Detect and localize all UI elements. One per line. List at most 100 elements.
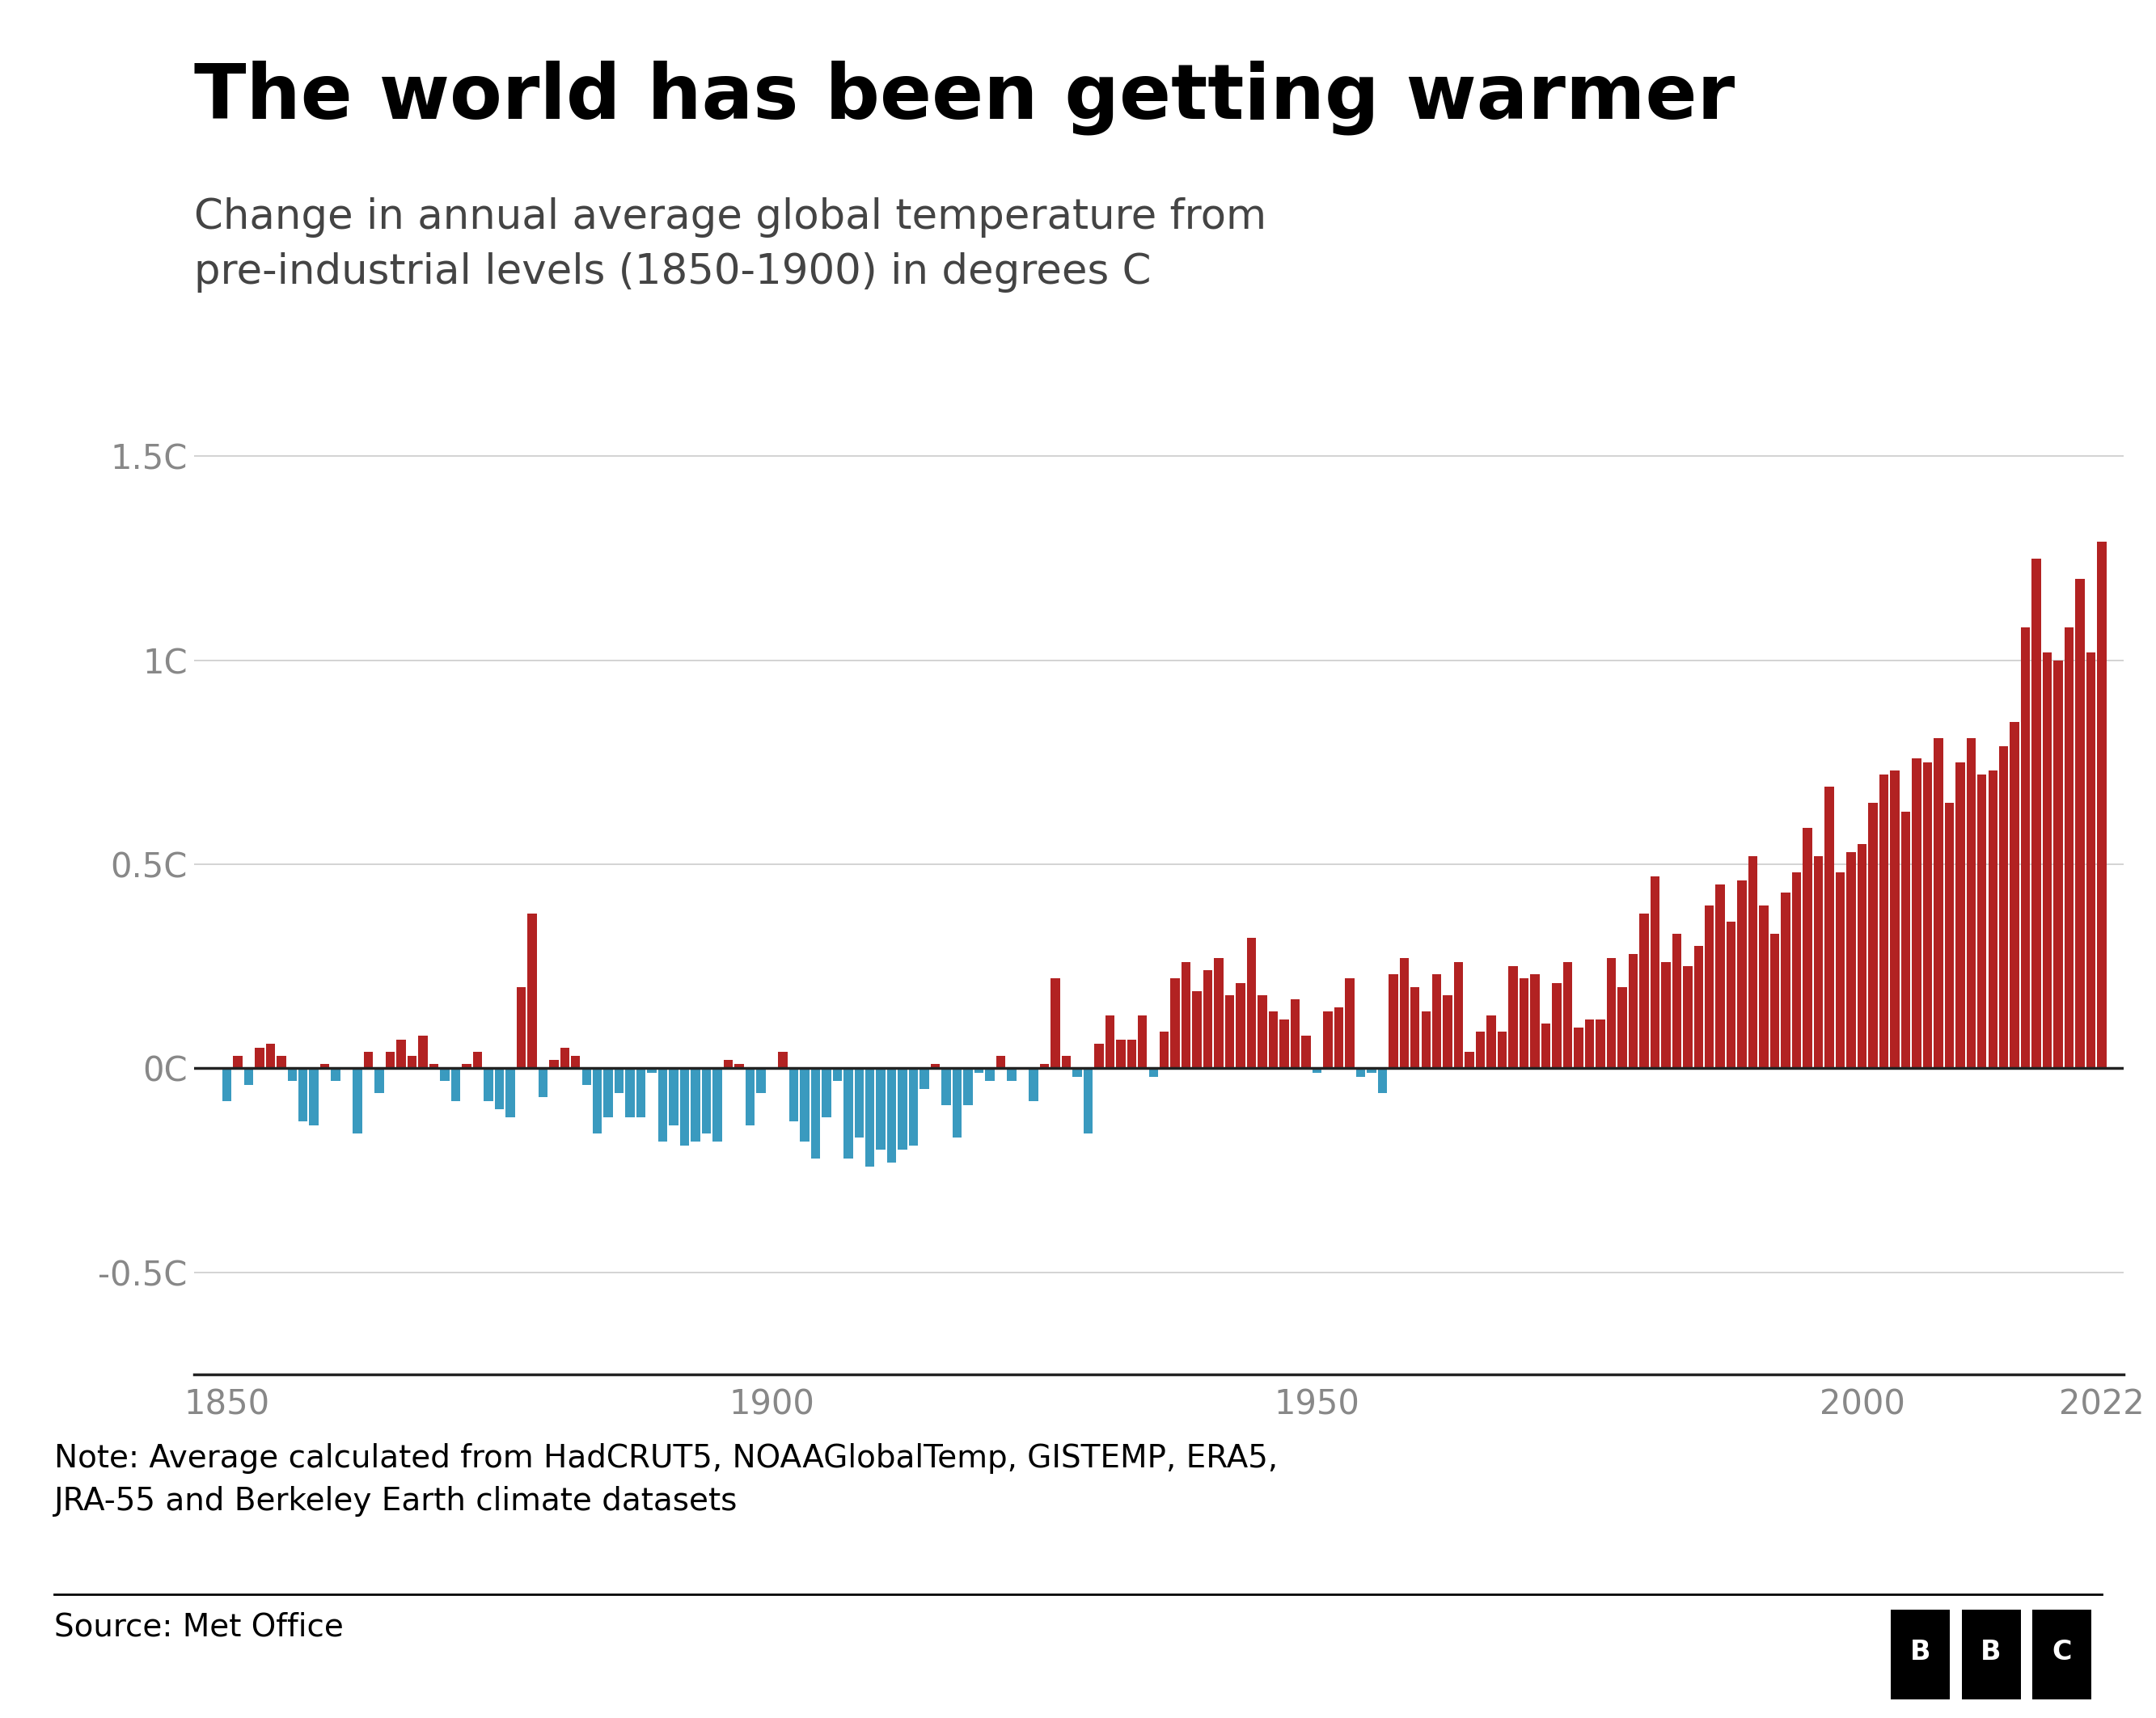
Bar [1281, 1019, 1289, 1069]
Bar [1684, 966, 1692, 1069]
Bar [440, 1069, 448, 1081]
Bar [2076, 579, 2085, 1069]
Bar [1781, 893, 1789, 1069]
Bar [2055, 660, 2063, 1069]
Bar [703, 1069, 711, 1134]
Bar [2087, 653, 2096, 1069]
Bar [1673, 935, 1682, 1069]
Bar [1477, 1031, 1485, 1069]
Bar [668, 1069, 679, 1125]
Bar [593, 1069, 602, 1134]
Bar [483, 1069, 494, 1101]
Bar [964, 1069, 972, 1105]
Bar [1378, 1069, 1386, 1093]
Bar [724, 1060, 733, 1069]
Bar [1649, 876, 1660, 1069]
Bar [472, 1051, 483, 1069]
Bar [1595, 1019, 1604, 1069]
Bar [1171, 979, 1179, 1069]
Bar [1095, 1045, 1104, 1069]
Bar [244, 1069, 252, 1084]
Bar [1738, 881, 1746, 1069]
Bar [1138, 1015, 1147, 1069]
Bar [1061, 1057, 1072, 1069]
Bar [625, 1069, 634, 1117]
Bar [1999, 746, 2009, 1069]
Bar [832, 1069, 841, 1081]
Bar [1912, 758, 1921, 1069]
Bar [1268, 1012, 1279, 1069]
Bar [1846, 852, 1856, 1069]
Bar [1302, 1036, 1311, 1069]
Bar [1585, 1019, 1593, 1069]
Text: B: B [1981, 1639, 2001, 1666]
Bar [1880, 775, 1889, 1069]
Bar [1563, 962, 1572, 1069]
FancyBboxPatch shape [2033, 1610, 2091, 1699]
Bar [582, 1069, 591, 1084]
Bar [1235, 983, 1246, 1069]
Bar [1388, 974, 1397, 1069]
Bar [1923, 763, 1932, 1069]
Bar [1192, 991, 1201, 1069]
Bar [778, 1051, 787, 1069]
Bar [658, 1069, 668, 1142]
Bar [1945, 804, 1953, 1069]
Bar [679, 1069, 690, 1146]
Bar [1345, 979, 1354, 1069]
Bar [418, 1036, 427, 1069]
Bar [1421, 1012, 1432, 1069]
Bar [735, 1063, 744, 1069]
Bar [494, 1069, 505, 1110]
Bar [1934, 739, 1943, 1069]
Bar [854, 1069, 865, 1137]
Bar [800, 1069, 808, 1142]
Bar [1149, 1069, 1158, 1077]
Bar [233, 1057, 241, 1069]
Bar [308, 1069, 319, 1125]
Bar [1335, 1007, 1343, 1069]
Bar [1749, 856, 1757, 1069]
FancyBboxPatch shape [1891, 1610, 1949, 1699]
Bar [1856, 844, 1867, 1069]
Bar [910, 1069, 918, 1146]
Bar [953, 1069, 962, 1137]
Bar [789, 1069, 798, 1122]
Bar [1399, 959, 1408, 1069]
Bar [931, 1063, 940, 1069]
Bar [1606, 959, 1615, 1069]
Bar [1214, 959, 1222, 1069]
Bar [265, 1045, 276, 1069]
Bar [1028, 1069, 1037, 1101]
Bar [636, 1069, 645, 1117]
Bar [1520, 979, 1529, 1069]
Bar [1759, 905, 1768, 1069]
Bar [276, 1057, 287, 1069]
Bar [1453, 962, 1464, 1069]
Bar [714, 1069, 722, 1142]
Bar [332, 1069, 341, 1081]
FancyBboxPatch shape [1962, 1610, 2020, 1699]
Bar [1628, 953, 1639, 1069]
Bar [899, 1069, 908, 1149]
Bar [321, 1063, 330, 1069]
Bar [1716, 885, 1725, 1069]
Bar [821, 1069, 830, 1117]
Text: Source: Met Office: Source: Met Office [54, 1611, 343, 1642]
Bar [461, 1063, 472, 1069]
Bar [2020, 627, 2031, 1069]
Bar [1727, 921, 1736, 1069]
Bar [1007, 1069, 1015, 1081]
Bar [1660, 962, 1671, 1069]
Bar [571, 1057, 580, 1069]
Bar [886, 1069, 897, 1161]
Bar [1225, 995, 1235, 1069]
Bar [1617, 986, 1628, 1069]
Bar [1988, 770, 1996, 1069]
Bar [1977, 775, 1986, 1069]
Bar [386, 1051, 395, 1069]
Bar [1695, 947, 1703, 1069]
Bar [1106, 1015, 1115, 1069]
Bar [1291, 998, 1300, 1069]
Bar [539, 1069, 548, 1098]
